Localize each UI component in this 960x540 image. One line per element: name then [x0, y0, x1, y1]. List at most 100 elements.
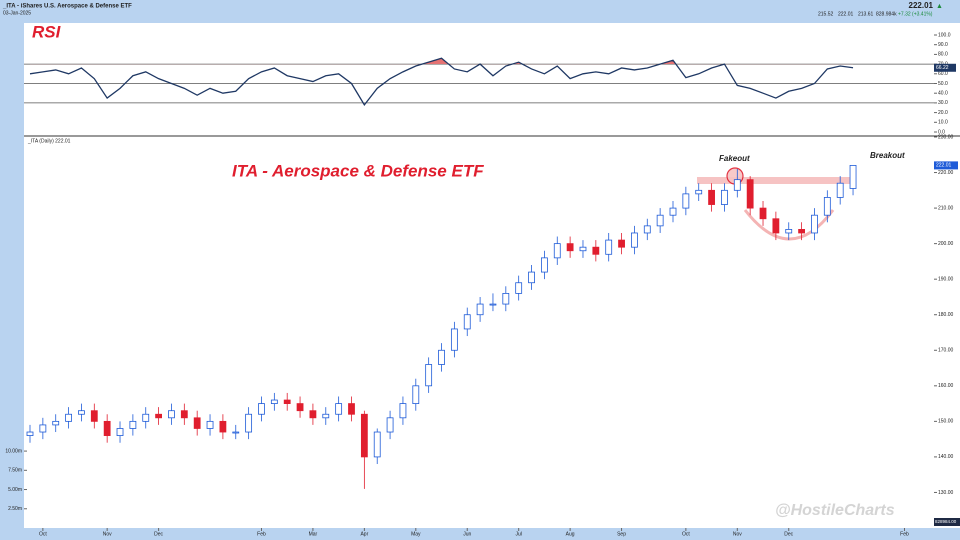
- candle-body: [116, 428, 124, 436]
- axis-bg: [934, 23, 960, 528]
- candle-body: [708, 189, 715, 205]
- y-tick-label: 130.00: [938, 490, 954, 496]
- candle-body: [463, 314, 471, 330]
- candle-body: [335, 403, 343, 415]
- candle-body: [669, 207, 677, 216]
- candle-body: [785, 229, 793, 234]
- candle-body: [180, 410, 188, 419]
- candle-body: [836, 182, 844, 198]
- candle-body: [579, 246, 587, 252]
- x-tick-label: Mar: [309, 531, 318, 537]
- candle-body: [412, 385, 420, 404]
- x-tick-label: May: [411, 531, 421, 537]
- candle-body: [296, 403, 304, 412]
- candle-body: [39, 424, 47, 433]
- header-arrow: ▲: [936, 3, 943, 10]
- candle-body: [553, 243, 561, 259]
- candle-body: [373, 431, 381, 458]
- y-tick-label: 140.00: [938, 454, 954, 460]
- header-change: +7.32 (+3.41%): [898, 11, 933, 17]
- candle-body: [219, 420, 227, 433]
- y-tick-label: 230.00: [938, 134, 954, 140]
- candle-body: [721, 189, 728, 205]
- candle-body: [399, 403, 407, 419]
- volume-tick-label: 10.00m: [5, 448, 22, 454]
- candle-body: [566, 243, 574, 252]
- candle-body: [618, 239, 625, 248]
- volume-tick-label: 5.00m: [8, 487, 22, 493]
- x-tick-label: Jul: [515, 531, 521, 537]
- candle-body: [168, 410, 175, 419]
- volume-label: 828984.00: [935, 519, 957, 524]
- x-tick-label: Feb: [900, 531, 909, 537]
- candle-body: [129, 420, 137, 429]
- candle-body: [605, 239, 613, 255]
- candle-body: [682, 193, 690, 209]
- candle-body: [438, 349, 445, 365]
- candle-body: [232, 431, 240, 434]
- candle-body: [695, 189, 703, 195]
- y-tick-label: 170.00: [938, 348, 954, 354]
- x-tick-label: Dec: [784, 531, 793, 537]
- candle-body: [78, 410, 85, 415]
- legend: _ITA (Daily) 222.01: [27, 138, 71, 144]
- price-title: ITA - Aerospace & Defense ETF: [232, 161, 484, 180]
- candle-body: [476, 303, 484, 316]
- x-tick-label: Aug: [566, 531, 575, 537]
- candle-body: [811, 214, 818, 234]
- candle-body: [26, 431, 34, 436]
- candle-body: [425, 364, 433, 387]
- rsi-title: RSI: [32, 22, 62, 41]
- candle-body: [348, 403, 355, 415]
- x-tick-label: Oct: [39, 531, 47, 537]
- candle-body: [322, 413, 330, 419]
- candle-body: [283, 399, 291, 404]
- last-label: 66.22: [936, 65, 949, 71]
- y-tick-label: 90.0: [938, 42, 948, 48]
- candle-body: [798, 229, 805, 234]
- candle-body: [270, 399, 278, 404]
- candle-body: [245, 413, 253, 433]
- candle-body: [258, 403, 265, 415]
- y-tick-label: 40.0: [938, 91, 948, 97]
- candle-body: [65, 413, 72, 422]
- y-tick-label: 20.0: [938, 110, 948, 116]
- candle-body: [515, 282, 523, 294]
- candle-body: [142, 413, 150, 422]
- volume-tick-label: 2.50m: [8, 506, 22, 512]
- candle-body: [489, 303, 497, 306]
- candle-body: [52, 420, 60, 426]
- candle-body: [206, 420, 214, 429]
- y-tick-label: 60.0: [938, 71, 948, 77]
- candle-body: [849, 165, 857, 189]
- candle-body: [592, 246, 600, 255]
- x-tick-label: Apr: [360, 531, 368, 537]
- candle-body: [103, 420, 111, 436]
- candle-body: [528, 271, 535, 284]
- header-title: _ITA - iShares U.S. Aerospace & Defense …: [2, 4, 132, 10]
- y-tick-label: 200.00: [938, 241, 954, 247]
- candle-body: [360, 413, 368, 458]
- x-tick-label: Nov: [103, 531, 112, 537]
- annotation-fakeout: Fakeout: [719, 154, 750, 163]
- header-low: 213.61: [858, 11, 874, 17]
- y-tick-label: 30.0: [938, 100, 948, 106]
- candle-body: [746, 179, 754, 209]
- candle-body: [502, 292, 510, 305]
- plot-bg: [24, 23, 934, 528]
- last-box: [934, 63, 956, 72]
- header-high: 222.01: [838, 11, 854, 17]
- volume-box: [934, 518, 960, 526]
- candle-body: [541, 257, 548, 273]
- candle-body: [643, 225, 651, 234]
- annotation-breakout: Breakout: [870, 151, 905, 160]
- x-tick-label: Oct: [682, 531, 690, 537]
- candle-body: [631, 232, 638, 248]
- candle-body: [90, 410, 98, 422]
- y-tick-label: 150.00: [938, 419, 954, 425]
- candle-body: [656, 214, 664, 227]
- y-tick-label: 190.00: [938, 277, 954, 283]
- candle-body: [759, 207, 767, 220]
